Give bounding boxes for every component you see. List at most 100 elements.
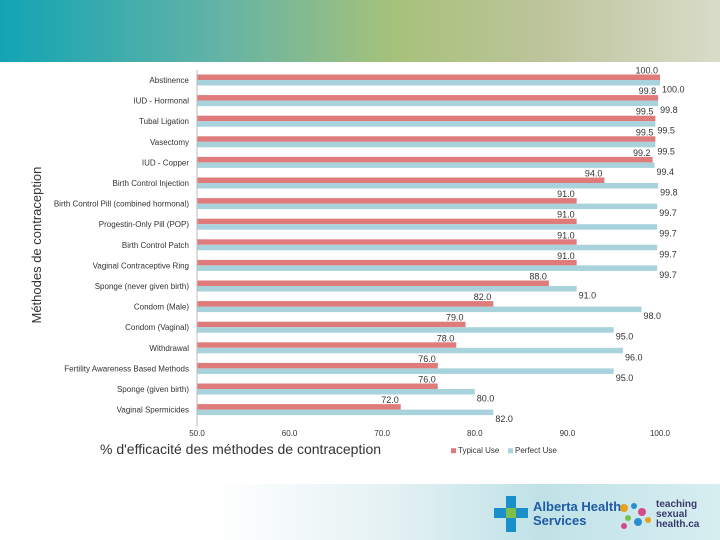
x-tick-label: 100.0 <box>650 429 671 438</box>
category-label: Vaginal Spermicides <box>117 406 189 415</box>
typical-use-bar <box>197 177 605 183</box>
x-axis-title: % d'efficacité des méthodes de contracep… <box>100 441 381 457</box>
typical-use-bar <box>197 259 577 266</box>
typical-use-bar <box>197 218 577 225</box>
perfect-use-value-label: 100.0 <box>662 85 685 95</box>
perfect-use-bar <box>197 121 656 127</box>
category-label: Withdrawal <box>149 344 189 353</box>
x-tick-label: 90.0 <box>560 429 576 438</box>
typical-use-bar <box>197 321 466 328</box>
category-label: Condom (Male) <box>134 303 189 312</box>
legend-label-typical-use: Typical Use <box>458 446 500 455</box>
typical-use-value-label: 79.0 <box>446 313 464 323</box>
category-label: Sponge (never given birth) <box>95 282 190 291</box>
perfect-use-bar <box>197 244 658 251</box>
typical-use-value-label: 91.0 <box>557 251 575 261</box>
typical-use-value-label: 99.2 <box>633 148 651 158</box>
perfect-use-bar <box>197 286 577 292</box>
typical-use-bar <box>197 74 660 80</box>
typical-use-bar <box>197 404 401 410</box>
typical-use-bar <box>197 136 656 142</box>
tsh-logo-line3: health.ca <box>656 519 700 530</box>
category-label: Tubal Ligation <box>139 117 189 126</box>
category-label: Vaginal Contraceptive Ring <box>93 261 189 270</box>
perfect-use-value-label: 98.0 <box>643 311 661 321</box>
typical-use-bar <box>197 95 659 101</box>
perfect-use-value-label: 99.7 <box>659 229 677 239</box>
typical-use-value-label: 91.0 <box>557 230 575 240</box>
typical-use-bar <box>197 156 653 163</box>
tsh-logo-line2: sexual <box>656 509 688 520</box>
tsh-logo-text: teaching sexual health.ca <box>656 500 699 530</box>
perfect-use-bar <box>197 389 475 395</box>
category-label: Fertility Awareness Based Methods <box>64 364 189 373</box>
typical-use-value-label: 94.0 <box>585 169 603 179</box>
typical-use-value-label: 99.8 <box>639 86 657 96</box>
category-label: Birth Control Pill (combined hormonal) <box>54 200 190 209</box>
perfect-use-value-label: 80.0 <box>477 394 495 404</box>
typical-use-bar <box>197 383 438 389</box>
category-label: Sponge (given birth) <box>117 385 189 394</box>
legend-swatch-perfect-use <box>508 448 513 454</box>
perfect-use-value-label: 95.0 <box>616 332 634 342</box>
perfect-use-bar <box>197 327 614 333</box>
perfect-use-bar <box>197 100 659 107</box>
category-label: Progestin-Only Pill (POP) <box>99 220 190 229</box>
legend-swatch-typical-use <box>451 448 456 454</box>
category-label: Abstinence <box>149 76 189 85</box>
x-tick-label: 80.0 <box>467 429 483 438</box>
typical-use-bar <box>197 198 577 204</box>
typical-use-value-label: 78.0 <box>437 333 455 343</box>
perfect-use-value-label: 99.7 <box>659 270 677 280</box>
typical-use-bar <box>197 115 656 122</box>
ahs-logo-line1: Alberta Health <box>533 499 622 514</box>
category-label: IUD - Copper <box>142 158 189 167</box>
typical-use-value-label: 76.0 <box>418 354 436 364</box>
ahs-cross-icon <box>494 496 528 532</box>
perfect-use-bar <box>197 409 494 416</box>
perfect-use-bar <box>197 183 659 189</box>
perfect-use-bar <box>197 224 658 230</box>
perfect-use-bar <box>197 265 658 271</box>
category-label: Birth Control Injection <box>113 179 189 188</box>
perfect-use-value-label: 99.8 <box>660 188 678 198</box>
perfect-use-value-label: 99.5 <box>657 146 675 156</box>
typical-use-bar <box>197 239 577 245</box>
x-tick-label: 50.0 <box>189 429 205 438</box>
ahs-logo-line2: Services <box>533 513 587 528</box>
header-gradient-band <box>0 0 720 62</box>
perfect-use-value-label: 82.0 <box>495 414 513 424</box>
x-tick-label: 60.0 <box>282 429 298 438</box>
perfect-use-value-label: 91.0 <box>579 291 597 301</box>
perfect-use-value-label: 99.8 <box>660 105 678 115</box>
typical-use-value-label: 91.0 <box>557 210 575 220</box>
typical-use-value-label: 99.5 <box>636 127 654 137</box>
typical-use-value-label: 72.0 <box>381 395 399 405</box>
teaching-sexual-health-logo <box>620 503 651 529</box>
typical-use-value-label: 91.0 <box>557 189 575 199</box>
perfect-use-bar <box>197 141 656 148</box>
footer-gradient-band <box>0 484 720 540</box>
tsh-logo-line1: teaching <box>656 499 698 510</box>
typical-use-value-label: 76.0 <box>418 375 436 385</box>
typical-use-bar <box>197 362 438 369</box>
legend-label-perfect-use: Perfect Use <box>515 446 557 455</box>
perfect-use-bar <box>197 80 660 86</box>
perfect-use-value-label: 99.7 <box>659 208 677 218</box>
category-label: Vasectomy <box>150 138 189 147</box>
typical-use-value-label: 100.0 <box>635 66 658 76</box>
perfect-use-value-label: 99.4 <box>656 167 674 177</box>
typical-use-bar <box>197 342 457 348</box>
perfect-use-bar <box>197 347 623 354</box>
perfect-use-bar <box>197 162 655 168</box>
y-axis-title: Méthodes de contraception <box>29 167 44 324</box>
typical-use-bar <box>197 280 549 286</box>
category-label: Condom (Vaginal) <box>125 323 189 332</box>
perfect-use-value-label: 99.5 <box>657 126 675 136</box>
perfect-use-value-label: 99.7 <box>659 249 677 259</box>
perfect-use-value-label: 95.0 <box>616 373 634 383</box>
typical-use-value-label: 99.5 <box>636 107 654 117</box>
perfect-use-value-label: 96.0 <box>625 352 643 362</box>
category-label: IUD - Hormonal <box>133 97 189 106</box>
